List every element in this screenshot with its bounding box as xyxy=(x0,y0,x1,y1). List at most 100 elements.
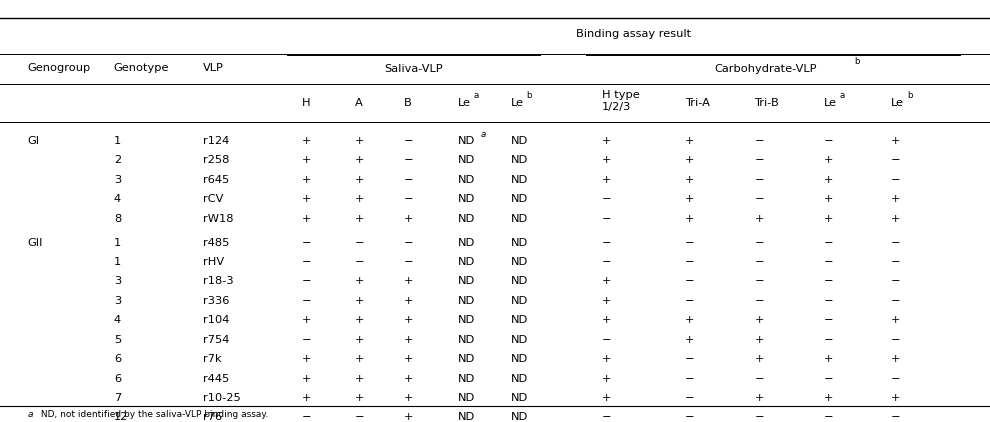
Text: −: − xyxy=(685,238,695,248)
Text: +: + xyxy=(302,155,311,165)
Text: ND, not identified by the saliva-VLP binding assay.: ND, not identified by the saliva-VLP bin… xyxy=(38,410,268,419)
Text: ND: ND xyxy=(457,412,474,422)
Text: −: − xyxy=(824,315,834,325)
Text: +: + xyxy=(891,315,900,325)
Text: a: a xyxy=(840,91,844,100)
Text: −: − xyxy=(602,238,612,248)
Text: 7: 7 xyxy=(114,393,121,403)
Text: −: − xyxy=(404,136,414,146)
Text: ND: ND xyxy=(511,155,528,165)
Text: +: + xyxy=(354,155,363,165)
Text: Genotype: Genotype xyxy=(114,62,169,73)
Text: 3: 3 xyxy=(114,276,121,287)
Text: +: + xyxy=(302,136,311,146)
Text: −: − xyxy=(354,412,364,422)
Text: −: − xyxy=(354,257,364,267)
Text: ND: ND xyxy=(511,315,528,325)
Text: rCV: rCV xyxy=(203,194,224,204)
Text: +: + xyxy=(754,354,763,364)
Text: +: + xyxy=(602,155,611,165)
Text: b: b xyxy=(527,91,533,100)
Text: 1: 1 xyxy=(114,257,121,267)
Text: ND: ND xyxy=(457,276,474,287)
Text: −: − xyxy=(754,136,764,146)
Text: +: + xyxy=(891,136,900,146)
Text: +: + xyxy=(404,276,413,287)
Text: ND: ND xyxy=(457,257,474,267)
Text: 5: 5 xyxy=(114,335,121,345)
Text: −: − xyxy=(404,257,414,267)
Text: +: + xyxy=(754,214,763,224)
Text: +: + xyxy=(404,354,413,364)
Text: ND: ND xyxy=(511,393,528,403)
Text: Genogroup: Genogroup xyxy=(28,62,91,73)
Text: −: − xyxy=(891,296,901,306)
Text: −: − xyxy=(824,276,834,287)
Text: −: − xyxy=(302,412,312,422)
Text: r76: r76 xyxy=(203,412,222,422)
Text: +: + xyxy=(354,335,363,345)
Text: −: − xyxy=(754,238,764,248)
Text: 1: 1 xyxy=(114,238,121,248)
Text: −: − xyxy=(891,155,901,165)
Text: −: − xyxy=(404,155,414,165)
Text: −: − xyxy=(754,155,764,165)
Text: +: + xyxy=(354,393,363,403)
Text: +: + xyxy=(891,393,900,403)
Text: r336: r336 xyxy=(203,296,230,306)
Text: ND: ND xyxy=(511,412,528,422)
Text: GI: GI xyxy=(28,136,40,146)
Text: Le: Le xyxy=(511,98,524,108)
Text: −: − xyxy=(302,257,312,267)
Text: +: + xyxy=(891,194,900,204)
Text: ND: ND xyxy=(511,373,528,384)
Text: −: − xyxy=(685,373,695,384)
Text: −: − xyxy=(404,194,414,204)
Text: r645: r645 xyxy=(203,175,230,185)
Text: r104: r104 xyxy=(203,315,230,325)
Text: ND: ND xyxy=(511,175,528,185)
Text: r445: r445 xyxy=(203,373,230,384)
Text: −: − xyxy=(891,276,901,287)
Text: r18-3: r18-3 xyxy=(203,276,234,287)
Text: −: − xyxy=(302,296,312,306)
Text: −: − xyxy=(891,257,901,267)
Text: ND: ND xyxy=(511,136,528,146)
Text: −: − xyxy=(685,296,695,306)
Text: ND: ND xyxy=(457,315,474,325)
Text: A: A xyxy=(354,98,362,108)
Text: rW18: rW18 xyxy=(203,214,234,224)
Text: −: − xyxy=(685,412,695,422)
Text: Carbohydrate-VLP: Carbohydrate-VLP xyxy=(714,64,817,74)
Text: +: + xyxy=(824,214,833,224)
Text: ND: ND xyxy=(511,194,528,204)
Text: −: − xyxy=(685,354,695,364)
Text: +: + xyxy=(824,354,833,364)
Text: r124: r124 xyxy=(203,136,230,146)
Text: +: + xyxy=(354,373,363,384)
Text: +: + xyxy=(404,412,413,422)
Text: 2: 2 xyxy=(114,155,121,165)
Text: −: − xyxy=(824,373,834,384)
Text: Saliva-VLP: Saliva-VLP xyxy=(384,64,443,74)
Text: −: − xyxy=(891,373,901,384)
Text: ND: ND xyxy=(457,214,474,224)
Text: +: + xyxy=(602,276,611,287)
Text: ND: ND xyxy=(511,354,528,364)
Text: ND: ND xyxy=(511,276,528,287)
Text: ND: ND xyxy=(511,238,528,248)
Text: 6: 6 xyxy=(114,373,121,384)
Text: H type: H type xyxy=(602,90,640,100)
Text: +: + xyxy=(824,393,833,403)
Text: 1: 1 xyxy=(114,136,121,146)
Text: +: + xyxy=(302,315,311,325)
Text: −: − xyxy=(302,238,312,248)
Text: −: − xyxy=(685,257,695,267)
Text: +: + xyxy=(685,315,694,325)
Text: +: + xyxy=(824,175,833,185)
Text: +: + xyxy=(354,354,363,364)
Text: −: − xyxy=(602,214,612,224)
Text: +: + xyxy=(302,393,311,403)
Text: +: + xyxy=(685,175,694,185)
Text: +: + xyxy=(354,175,363,185)
